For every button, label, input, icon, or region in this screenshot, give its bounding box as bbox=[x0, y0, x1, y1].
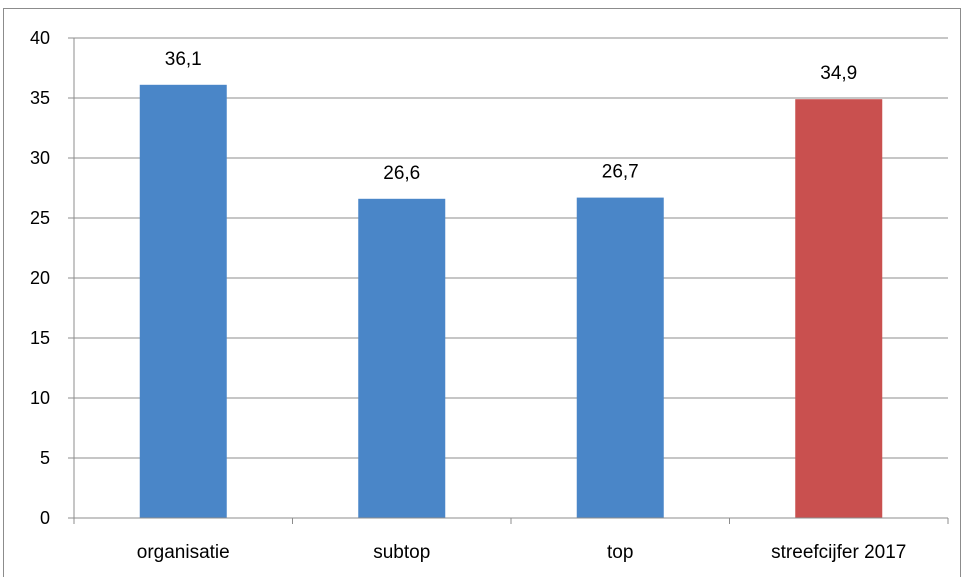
data-labels: 36,1 26,6 26,7 34,9 bbox=[165, 49, 857, 184]
data-label-4: 34,9 bbox=[820, 63, 857, 84]
y-tick-label-35: 35 bbox=[30, 88, 50, 108]
y-tick-label-20: 20 bbox=[30, 268, 50, 288]
y-tick-label-0: 0 bbox=[40, 508, 50, 528]
category-label-1: organisatie bbox=[137, 542, 230, 563]
bar-3 bbox=[576, 197, 664, 518]
category-label-4: streefcijfer 2017 bbox=[771, 542, 906, 563]
data-label-1: 36,1 bbox=[165, 49, 202, 70]
bar-4 bbox=[795, 99, 883, 518]
y-axis-ticks: 0 5 10 15 20 25 30 35 40 bbox=[30, 28, 75, 528]
data-label-3: 26,7 bbox=[602, 162, 639, 183]
y-tick-label-5: 5 bbox=[40, 448, 50, 468]
bar-2 bbox=[358, 198, 446, 519]
category-label-2: subtop bbox=[373, 542, 430, 563]
data-label-2: 26,6 bbox=[383, 163, 420, 184]
y-tick-label-25: 25 bbox=[30, 208, 50, 228]
bar-1 bbox=[139, 84, 227, 519]
y-tick-label-15: 15 bbox=[30, 328, 50, 348]
x-axis: organisatie subtop top streefcijfer 2017 bbox=[73, 517, 949, 563]
y-tick-label-10: 10 bbox=[30, 388, 50, 408]
y-tick-label-30: 30 bbox=[30, 148, 50, 168]
category-label-3: top bbox=[607, 542, 633, 563]
y-tick-label-40: 40 bbox=[30, 28, 50, 48]
chart-frame bbox=[3, 8, 961, 577]
bars bbox=[139, 84, 883, 519]
